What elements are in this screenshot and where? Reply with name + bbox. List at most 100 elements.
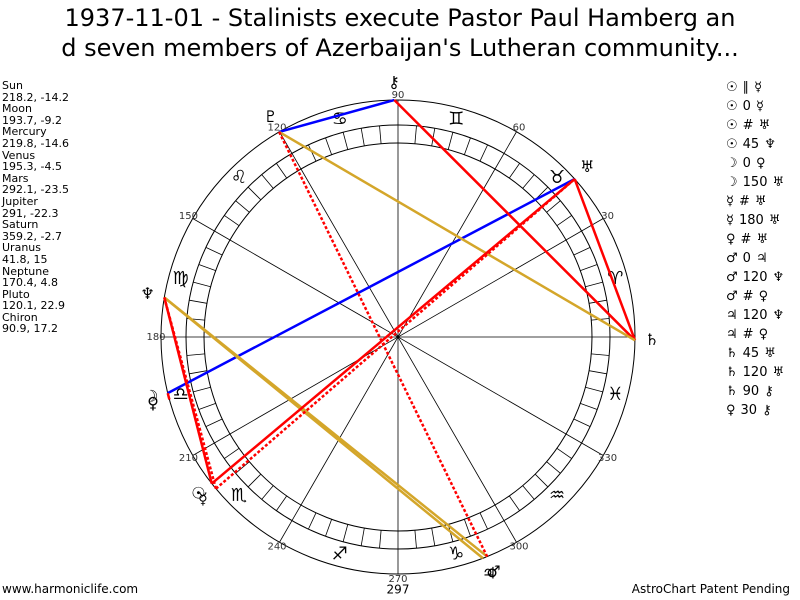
sign-glyph: ♋ [332, 109, 348, 130]
aspect-planet: ♂ [726, 289, 738, 304]
planet-lon: 359.2 [2, 230, 41, 243]
aspect-type: 90 [742, 384, 760, 399]
degree-label: 210 [179, 453, 198, 464]
aspect-planet: ⚷ [762, 403, 772, 418]
aspect-row: ♃ 120 ♆ [726, 306, 789, 325]
ring-tick [224, 447, 240, 459]
sign-glyph: ♒ [549, 485, 565, 506]
aspect-planet: ♂ [726, 251, 738, 266]
aspect-line [573, 178, 637, 341]
planet-name: Saturn [2, 218, 39, 232]
aspect-planet: ♅ [772, 175, 785, 190]
aspect-planet: ♅ [764, 346, 776, 361]
planet-lat: 22.9 [40, 299, 66, 313]
aspect-type: 0 [742, 156, 751, 171]
aspect-planet: ♅ [754, 194, 767, 209]
spoke [229, 239, 567, 435]
ring-tick [573, 247, 591, 256]
ring-tick [291, 153, 302, 170]
planet-glyph: ♆ [140, 284, 154, 303]
aspect-row: ♂ # ♀ [726, 287, 789, 306]
aspect-planet: ♅ [756, 232, 769, 247]
aspect-planet: ♅ [772, 365, 785, 380]
sign-glyph: ♉ [549, 167, 565, 188]
ring-tick [360, 527, 365, 546]
aspect-row: ☽ 150 ♅ [726, 173, 789, 192]
ring-tick [431, 527, 436, 546]
ring-tick [431, 128, 436, 147]
ring-tick [494, 153, 505, 170]
title-line: d seven members of Azerbaijan's Lutheran… [61, 34, 739, 62]
aspect-row: ☉ 45 ♆ [726, 135, 789, 154]
ring-tick [261, 174, 274, 189]
ring-tick [508, 163, 520, 179]
planet-coords: 218.2-14.2 [2, 91, 69, 104]
ring-tick [235, 200, 250, 213]
planet-name: Uranus [2, 241, 41, 255]
planet-coords: 219.8-14.6 [2, 137, 69, 150]
aspect-row: ♄ 120 ♅ [726, 363, 789, 382]
planet-coords: 170.44.8 [2, 276, 69, 290]
ring-tick [193, 281, 211, 288]
sign-divider [503, 131, 517, 154]
ring-tick [189, 299, 208, 304]
planet-glyph: ♃ [482, 564, 496, 583]
degree-label: 270 [388, 574, 407, 585]
aspect-planet: ♀ [755, 156, 766, 171]
aspect-planet: ♅ [768, 213, 781, 228]
ring-tick [585, 281, 603, 288]
aspect-planet: ♃ [726, 327, 738, 342]
ring-tick [325, 519, 333, 537]
aspect-type: 180 [738, 213, 764, 228]
planet-glyph: ☉ [191, 484, 205, 503]
aspect-row: ☉ 0 ☿ [726, 97, 789, 116]
planet-lon: 170.4 [2, 276, 41, 289]
ring-tick [291, 504, 302, 521]
ring-tick [494, 504, 505, 521]
aspect-row: ♂ 0 ♃ [726, 249, 789, 268]
sign-glyph: ♌ [231, 167, 247, 188]
planet-lon: 120.1 [2, 299, 41, 312]
aspect-row: ☿ # ♅ [726, 192, 789, 211]
planet-lon: 41.8 [2, 253, 34, 266]
planet-lat: -2.7 [40, 229, 62, 243]
aspect-line [166, 392, 171, 400]
ring-tick [308, 512, 317, 530]
aspect-planet: ☉ [726, 80, 738, 95]
sign-divider [192, 218, 215, 232]
aspect-type: # [740, 232, 752, 247]
aspect-type: # [742, 118, 754, 133]
aspect-type: 120 [742, 365, 768, 380]
planet-lat: 4.8 [40, 276, 59, 290]
aspect-line [163, 296, 488, 558]
aspect-row: ♃ # ♀ [726, 325, 789, 344]
planet-glyph: ☽ [144, 387, 158, 406]
planet-lon: 219.8 [2, 137, 41, 150]
ring-tick [522, 485, 535, 500]
ring-tick [193, 386, 211, 393]
planet-glyph: ♄ [645, 330, 659, 349]
aspect-row: ♄ 90 ⚷ [726, 382, 789, 401]
aspect-type: 45 [742, 137, 760, 152]
ring-tick [308, 144, 317, 162]
planet-coords: 291-22.3 [2, 207, 69, 220]
aspect-row: ♀ 30 ⚷ [726, 401, 789, 420]
aspect-type: 150 [742, 175, 768, 190]
ring-tick [276, 495, 288, 511]
title-line: 1937-11-01 - Stalinists execute Pastor P… [64, 4, 736, 32]
planet-lat: -23.5 [40, 183, 69, 197]
planet-name: Chiron [2, 310, 38, 324]
aspect-planet: ☿ [726, 194, 734, 209]
planet-lon: 193.7 [2, 114, 41, 127]
aspect-type: ∥ [742, 80, 750, 95]
sign-glyph: ♊ [448, 109, 464, 130]
footer-left: www.harmoniclife.com [2, 582, 139, 596]
planet-glyph: ⚷ [388, 73, 400, 92]
ring-tick [342, 524, 349, 542]
aspect-line [163, 297, 218, 490]
planet-name: Jupiter [2, 194, 38, 208]
ring-tick [447, 132, 454, 150]
planet-coords: 41.815 [2, 253, 69, 266]
ring-tick [379, 530, 382, 549]
